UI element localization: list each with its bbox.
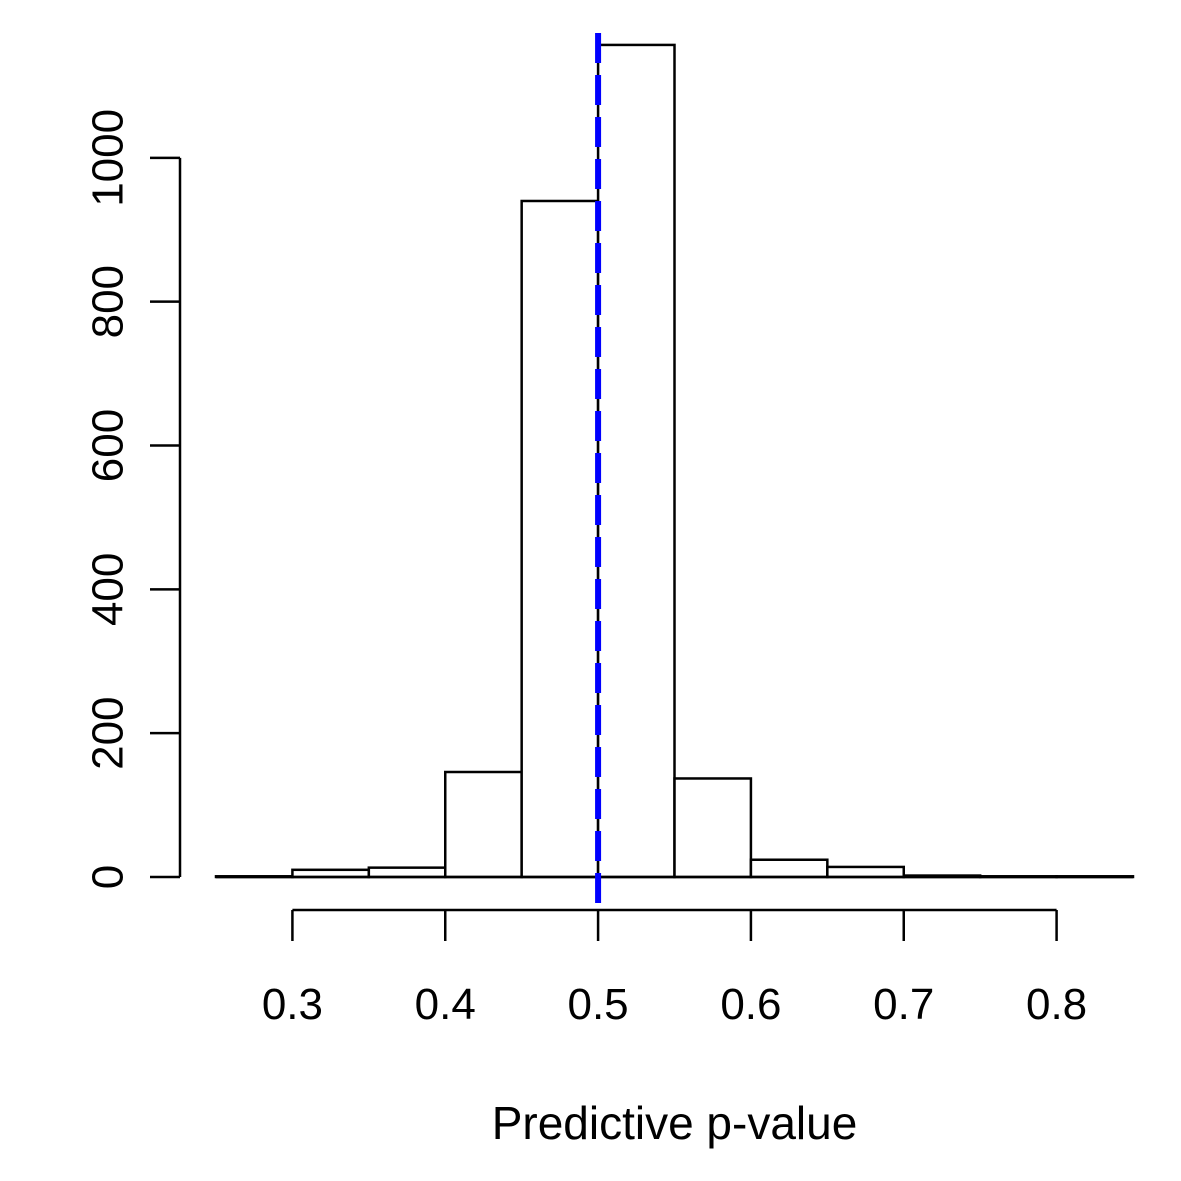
y-tick-label: 1000: [84, 109, 133, 207]
histogram-bar: [596, 43, 676, 879]
histogram-bar: [367, 866, 447, 879]
x-axis: 0.3 0.4 0.5 0.6 0.7 0.8: [262, 908, 1087, 1029]
x-tick-label: 0.3: [262, 980, 323, 1029]
y-tick-label: 600: [84, 409, 133, 482]
y-axis: 0 200 400 600 800 1000: [84, 109, 182, 889]
histogram-bar: [520, 199, 600, 879]
x-tick-label: 0.5: [567, 980, 628, 1029]
histogram-bars: [214, 43, 1135, 879]
x-tick-label: 0.6: [720, 980, 781, 1029]
x-tick-label: 0.4: [415, 980, 476, 1029]
y-tick-label: 200: [84, 696, 133, 769]
y-tick-label: 0: [84, 865, 133, 889]
histogram-bar: [673, 777, 753, 879]
histogram-bar: [826, 865, 905, 879]
histogram-bar: [444, 770, 523, 879]
x-tick-label: 0.8: [1026, 980, 1087, 1029]
histogram-bar: [749, 858, 829, 879]
x-axis-title: Predictive p-value: [492, 1097, 858, 1149]
y-tick-label: 400: [84, 553, 133, 626]
y-tick-label: 800: [84, 265, 133, 338]
x-tick-label: 0.7: [873, 980, 934, 1029]
